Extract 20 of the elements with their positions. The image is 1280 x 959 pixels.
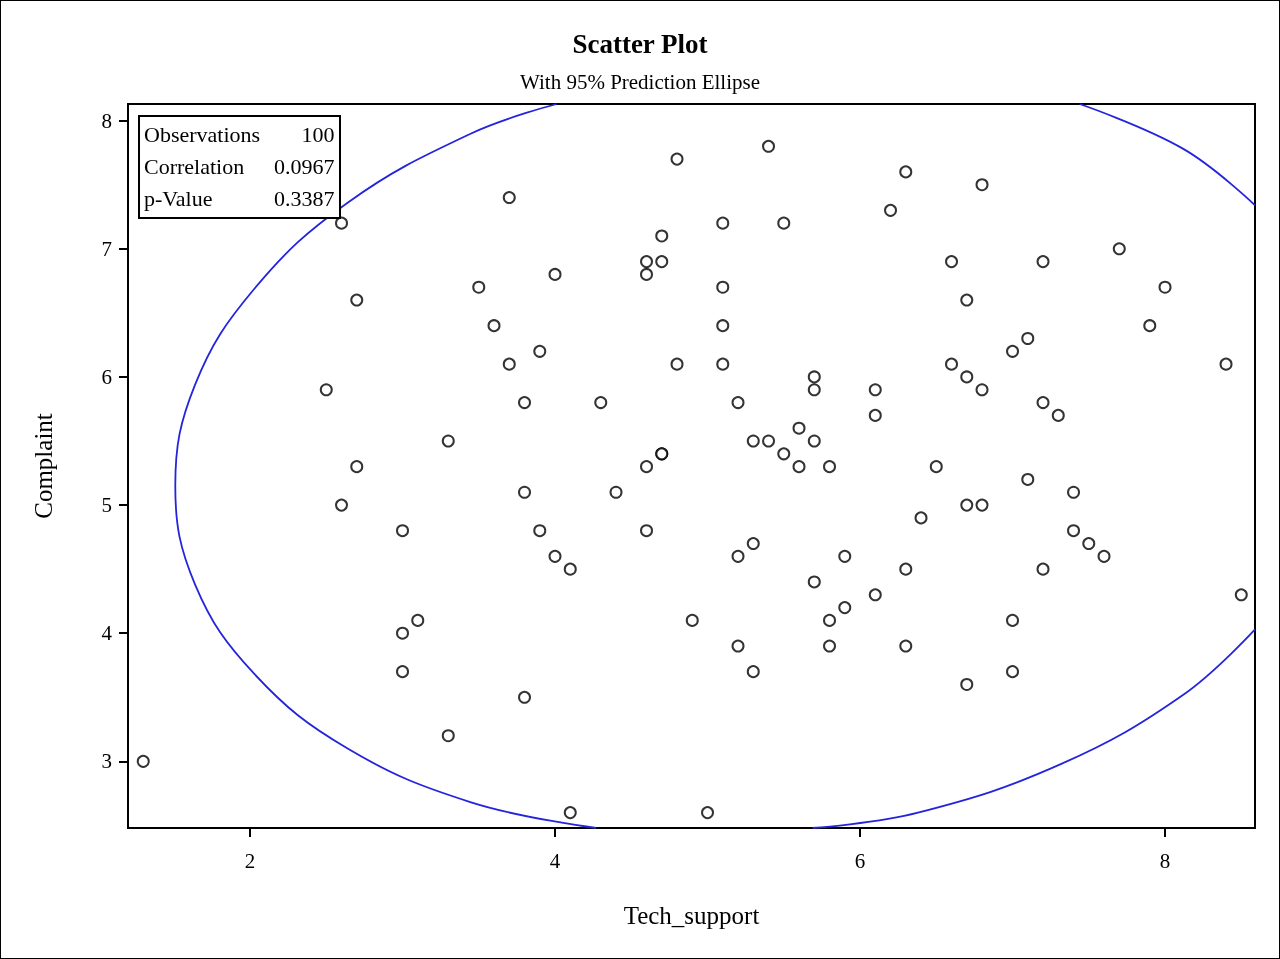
y-tick-label: 6 — [101, 364, 112, 389]
x-tick-label: 4 — [549, 848, 561, 873]
x-axis-title: Tech_support — [623, 902, 760, 929]
x-tick-label: 8 — [1159, 848, 1171, 873]
annotation: 100 — [300, 121, 335, 149]
x-tick-label: 6 — [854, 848, 866, 873]
y-tick-label: 3 — [101, 749, 112, 774]
y-tick-label: 4 — [101, 621, 113, 646]
y-tick-label: 8 — [101, 108, 112, 133]
y-tick-label: 7 — [101, 236, 112, 261]
chart-title: Scatter Plot — [572, 28, 708, 59]
x-tick-label: 2 — [244, 848, 256, 873]
annotation: Observations — [144, 121, 261, 149]
annotation: 0.0967 — [273, 153, 335, 181]
y-axis-title: Complaint — [30, 413, 57, 519]
annotation: p-Value — [144, 185, 214, 213]
y-tick-label: 5 — [101, 493, 112, 518]
annotation: 0.3387 — [273, 185, 335, 213]
chart-subtitle: With 95% Prediction Ellipse — [519, 69, 761, 94]
annotation: Correlation — [144, 153, 246, 181]
